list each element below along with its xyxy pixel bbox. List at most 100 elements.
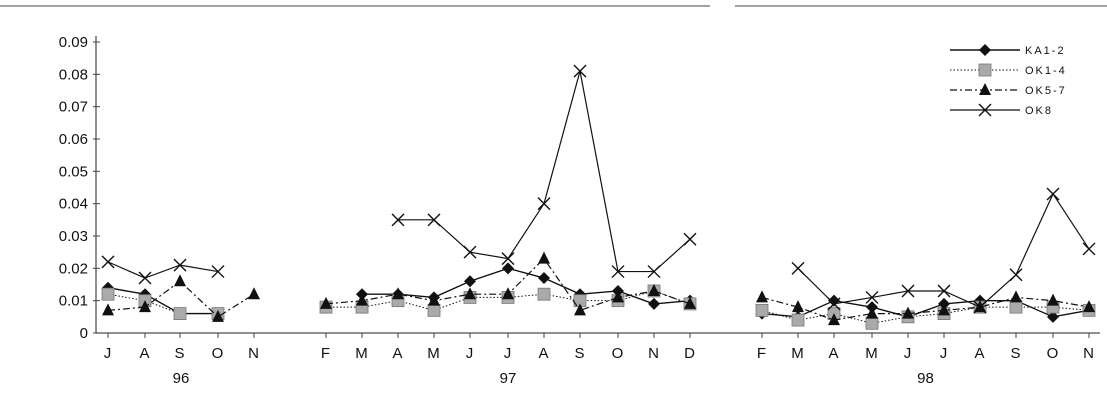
triangle-marker (866, 306, 878, 319)
x-tick-label: N (648, 345, 660, 362)
series-ok5-7 (102, 251, 1095, 326)
y-tick-label: 0.03 (59, 228, 88, 245)
diamond-marker (538, 272, 550, 285)
series-layer (101, 64, 1096, 330)
x-tick-label: A (828, 345, 839, 362)
legend: KA1-2 OK1-4 OK5-7 OK8 (950, 44, 1067, 117)
cross-marker (791, 261, 805, 275)
triangle-marker (828, 313, 840, 326)
x-tick-label: J (940, 345, 949, 362)
x-tick-label: M (355, 345, 369, 362)
series-line (761, 299, 1090, 318)
y-axis: 0 0.01 0.02 0.03 0.04 0.05 0.06 0.07 0.08 0.09 (59, 34, 100, 342)
cross-marker (138, 271, 152, 285)
triangle-marker (1010, 290, 1022, 303)
triangle-marker (756, 290, 768, 303)
x-tick-label: J (504, 345, 513, 362)
legend-label: OK5-7 (1025, 85, 1067, 97)
y-tick-label: 0 (80, 325, 88, 342)
x-tick-label: O (1047, 345, 1060, 362)
triangle-marker (102, 303, 114, 316)
triangle-marker (902, 306, 914, 319)
triangle-marker (574, 303, 586, 316)
diamond-marker (1047, 310, 1059, 323)
triangle-marker (684, 296, 696, 309)
square-marker (101, 287, 115, 301)
square-marker (755, 303, 769, 317)
legend-square-marker (978, 63, 992, 77)
cross-marker (611, 265, 625, 279)
y-tick-label: 0.01 (59, 293, 88, 310)
cross-marker (865, 290, 879, 304)
x-tick-label: M (865, 345, 879, 362)
legend-label: KA1-2 (1025, 45, 1066, 57)
cross-marker (391, 213, 405, 227)
series-line (107, 293, 218, 315)
y-tick-label: 0.05 (59, 163, 88, 180)
y-tick-label: 0.04 (59, 196, 88, 213)
x-tick-label: J (904, 345, 913, 362)
triangle-marker (1047, 293, 1059, 306)
cross-marker (211, 265, 225, 279)
x-tick-label: S (174, 345, 185, 362)
y-tick-label: 0.09 (59, 34, 88, 51)
x-tick-label: S (1010, 345, 1021, 362)
square-marker (1009, 300, 1023, 314)
series-ok8 (101, 64, 1096, 314)
x-tick-label: J (104, 345, 113, 362)
triangle-marker (974, 300, 986, 313)
triangle-marker (538, 251, 550, 264)
x-tick-label: S (574, 345, 585, 362)
x-tick-label: A (538, 345, 549, 362)
diamond-marker (502, 262, 514, 275)
square-marker (427, 303, 441, 317)
cross-marker (901, 284, 915, 298)
triangle-marker (464, 287, 476, 300)
y-tick-label: 0.07 (59, 99, 88, 116)
cross-marker (537, 197, 551, 211)
legend-triangle-marker (979, 83, 991, 95)
triangle-marker (648, 283, 660, 296)
cross-marker (427, 213, 441, 227)
series-line (107, 261, 219, 279)
triangle-marker (392, 287, 404, 300)
cross-marker (463, 245, 477, 259)
triangle-marker (320, 296, 332, 309)
y-tick-label: 0.06 (59, 131, 88, 148)
cross-marker (101, 255, 115, 269)
cross-marker (647, 265, 661, 279)
y-tick-label: 0.02 (59, 260, 88, 277)
cross-marker (1082, 242, 1096, 256)
x-group-year-label: 97 (500, 370, 517, 387)
triangle-marker (428, 293, 440, 306)
cross-marker (827, 297, 841, 311)
cross-marker (973, 300, 987, 314)
x-tick-label: F (321, 345, 331, 362)
cross-marker (1009, 268, 1023, 282)
series-line (761, 296, 1090, 321)
triangle-marker (356, 293, 368, 306)
x-group-year-label: 96 (173, 370, 190, 387)
x-tick-label: A (392, 345, 403, 362)
triangle-marker (139, 300, 151, 313)
cross-marker (573, 64, 587, 78)
diamond-marker (464, 275, 476, 288)
triangle-marker (174, 274, 186, 287)
cross-marker (937, 284, 951, 298)
diamond-marker (648, 297, 660, 310)
square-marker (173, 307, 187, 321)
cross-marker (501, 252, 515, 266)
triangle-marker (1083, 300, 1095, 313)
x-tick-label: D (684, 345, 696, 362)
x-axis: J A S O N 96 F M A M J J A S O N D 97 F M A M J J A S O N 98 (96, 332, 1100, 387)
x-tick-label: O (212, 345, 225, 362)
x-tick-label: J (466, 345, 475, 362)
square-marker (791, 313, 805, 327)
cross-marker (683, 232, 697, 246)
series-line (362, 267, 691, 305)
square-marker (537, 287, 551, 301)
x-tick-label: A (974, 345, 985, 362)
triangle-marker (212, 309, 224, 322)
series-line (107, 287, 218, 315)
